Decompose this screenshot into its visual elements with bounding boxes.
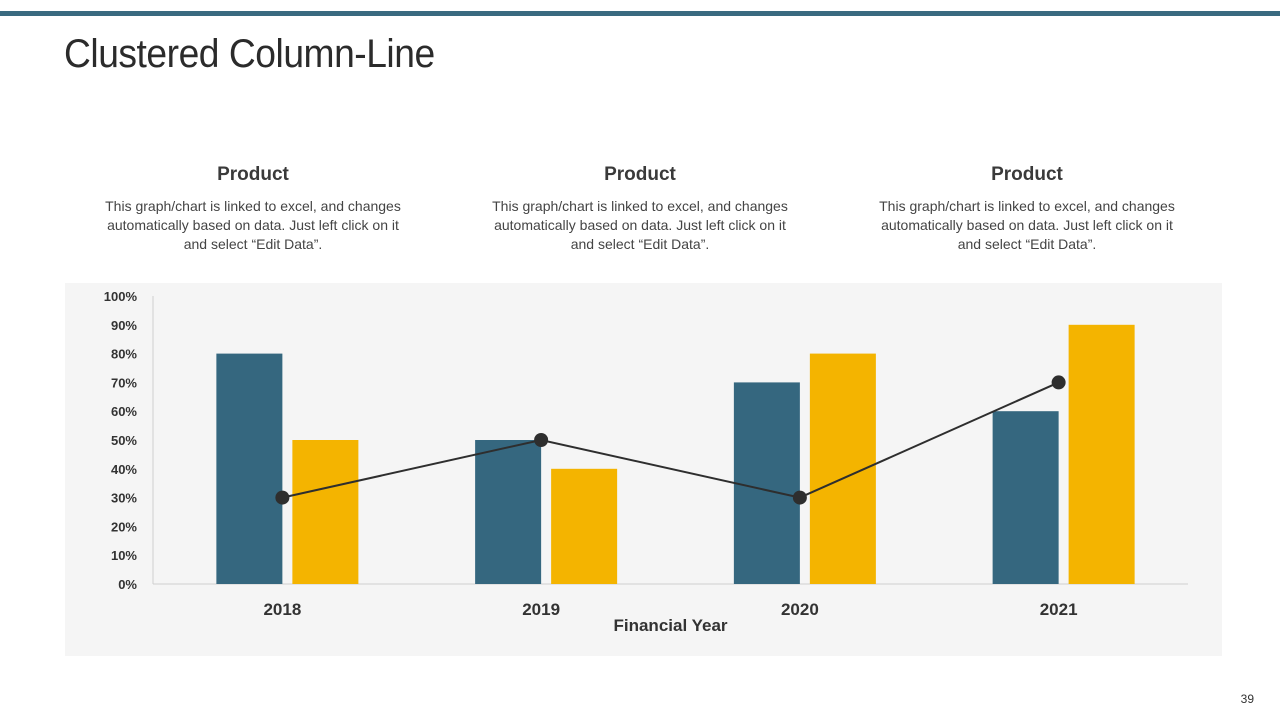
bar-2-2019 [551, 468, 618, 584]
y-tick-label: 100% [104, 289, 138, 304]
y-tick-label: 50% [111, 433, 137, 448]
y-tick-label: 10% [111, 548, 137, 563]
line-series [282, 381, 1060, 499]
slide-title: Clustered Column-Line [64, 32, 435, 76]
y-tick-label: 80% [111, 347, 137, 362]
bar-1-2021 [992, 411, 1059, 584]
info-heading: Product [991, 164, 1063, 185]
line-point-2019 [534, 433, 549, 447]
bar-2-2018 [292, 440, 359, 584]
bar-1-2018 [216, 353, 283, 584]
y-tick-label: 70% [111, 375, 137, 390]
y-tick-label: 0% [118, 577, 137, 592]
line-point-2021 [1051, 375, 1066, 390]
y-tick-label: 60% [111, 404, 137, 419]
info-text: This graph/chart is linked to excel, and… [879, 198, 1175, 252]
bar-2-2021 [1068, 324, 1135, 584]
info-text: This graph/chart is linked to excel, and… [492, 198, 788, 252]
x-tick-label-2018: 2018 [263, 600, 301, 619]
info-block-2: Product This graph/chart is linked to ex… [485, 162, 795, 254]
y-tick-label: 40% [111, 462, 137, 477]
info-block-1: Product This graph/chart is linked to ex… [98, 162, 408, 254]
top-accent-bar [0, 11, 1280, 16]
y-tick-label: 20% [111, 519, 137, 534]
x-axis-title: Financial Year [613, 616, 727, 635]
line-point-2020 [792, 490, 807, 505]
bar-1-2019 [475, 440, 542, 584]
clustered-column-line-chart: 0% 10% 20% 30% 40% 50% 60% 70% 80% 90% 100% 2018 201… [104, 289, 1188, 635]
info-block-3: Product This graph/chart is linked to ex… [872, 162, 1182, 254]
info-heading: Product [604, 164, 676, 185]
x-tick-label-2019: 2019 [522, 600, 560, 619]
y-tick-label: 90% [111, 318, 137, 333]
bar-1-2020 [733, 382, 800, 584]
x-tick-label-2020: 2020 [781, 600, 819, 619]
info-heading: Product [217, 164, 289, 185]
y-tick-label: 30% [111, 491, 137, 506]
x-tick-label-2021: 2021 [1040, 600, 1078, 619]
info-text: This graph/chart is linked to excel, and… [105, 198, 401, 252]
line-point-2018 [275, 490, 290, 505]
page-number: 39 [1240, 692, 1254, 706]
chart-panel: 0% 10% 20% 30% 40% 50% 60% 70% 80% 90% 100% 2018 201… [65, 283, 1222, 656]
